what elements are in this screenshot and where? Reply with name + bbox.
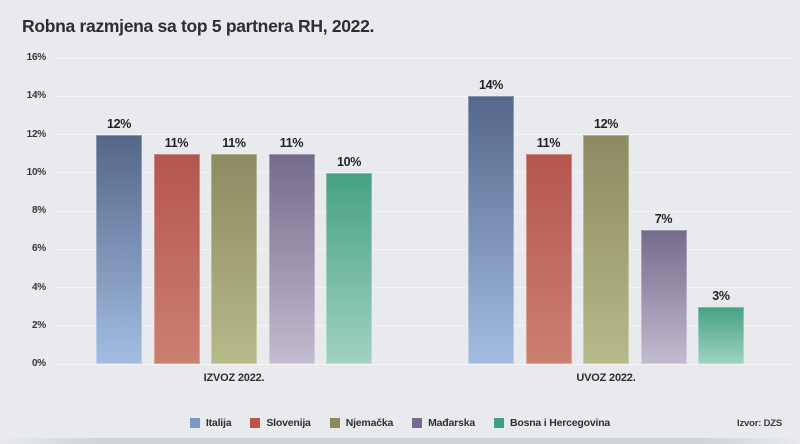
- y-tick-label: 6%: [31, 243, 46, 255]
- bottom-strip: [0, 438, 800, 444]
- legend-label: Mađarska: [428, 417, 475, 429]
- legend-item: Slovenija: [250, 417, 311, 429]
- legend-swatch-icon: [189, 418, 200, 428]
- legend-label: Italija: [205, 417, 232, 429]
- y-tick-label: 0%: [31, 358, 46, 369]
- bar: [525, 153, 572, 364]
- y-tick-label: 2%: [31, 319, 46, 331]
- legend-item: Bosna i Hercegovina: [493, 417, 611, 429]
- bar-value-label: 12%: [593, 116, 619, 131]
- legend-swatch-icon: [329, 418, 340, 428]
- bar: [211, 153, 257, 364]
- gridline: [55, 172, 792, 174]
- bar-value-label: 11%: [164, 135, 189, 150]
- legend-item: Mađarska: [412, 417, 475, 429]
- y-tick-label: 8%: [31, 205, 46, 216]
- bar-value-label: 11%: [222, 135, 246, 150]
- legend-label: Bosna i Hercegovina: [509, 417, 611, 429]
- gridline: [55, 248, 792, 250]
- bar-value-label: 12%: [106, 116, 132, 131]
- gridline: [55, 363, 792, 365]
- source-note: Izvor: DZS: [737, 418, 782, 429]
- gridline: [55, 325, 792, 327]
- bar-value-label: 11%: [279, 135, 304, 150]
- legend: Italija Slovenija Njemačka Mađarska Bosna i …: [0, 417, 800, 429]
- bar-value-label: 3%: [712, 288, 730, 303]
- bar: [326, 172, 372, 364]
- bar: [268, 153, 315, 364]
- legend-swatch-icon: [493, 418, 504, 428]
- legend-swatch-icon: [250, 418, 261, 428]
- bar-value-label: 7%: [654, 212, 673, 227]
- y-tick-label: 12%: [26, 128, 47, 140]
- legend-label: Njemačka: [345, 417, 394, 429]
- gridline: [55, 210, 792, 212]
- y-tick-label: 4%: [31, 281, 46, 293]
- bar: [583, 134, 629, 364]
- legend-label: Slovenija: [266, 417, 311, 429]
- gridline: [55, 134, 792, 135]
- bar: [698, 306, 744, 364]
- bar-value-label: 10%: [336, 154, 362, 169]
- bar-value-label: 14%: [478, 78, 504, 93]
- chart-title: Robna razmjena sa top 5 partnera RH, 202…: [22, 16, 375, 36]
- legend-swatch-icon: [412, 418, 423, 428]
- gridline: [55, 287, 792, 288]
- y-tick-label: 10%: [26, 166, 47, 178]
- y-tick-label: 16%: [26, 52, 47, 63]
- bar: [96, 134, 142, 364]
- legend-item: Njemačka: [329, 417, 394, 429]
- legend-item: Italija: [189, 417, 232, 429]
- bar: [153, 153, 200, 364]
- bar: [468, 96, 514, 364]
- bar-value-label: 11%: [536, 135, 561, 150]
- y-tick-label: 14%: [26, 90, 47, 102]
- bar: [640, 230, 687, 364]
- group-label: IZVOZ 2022.: [203, 372, 265, 384]
- gridline: [55, 95, 792, 97]
- group-label: UVOZ 2022.: [576, 372, 636, 384]
- gridline: [55, 57, 792, 59]
